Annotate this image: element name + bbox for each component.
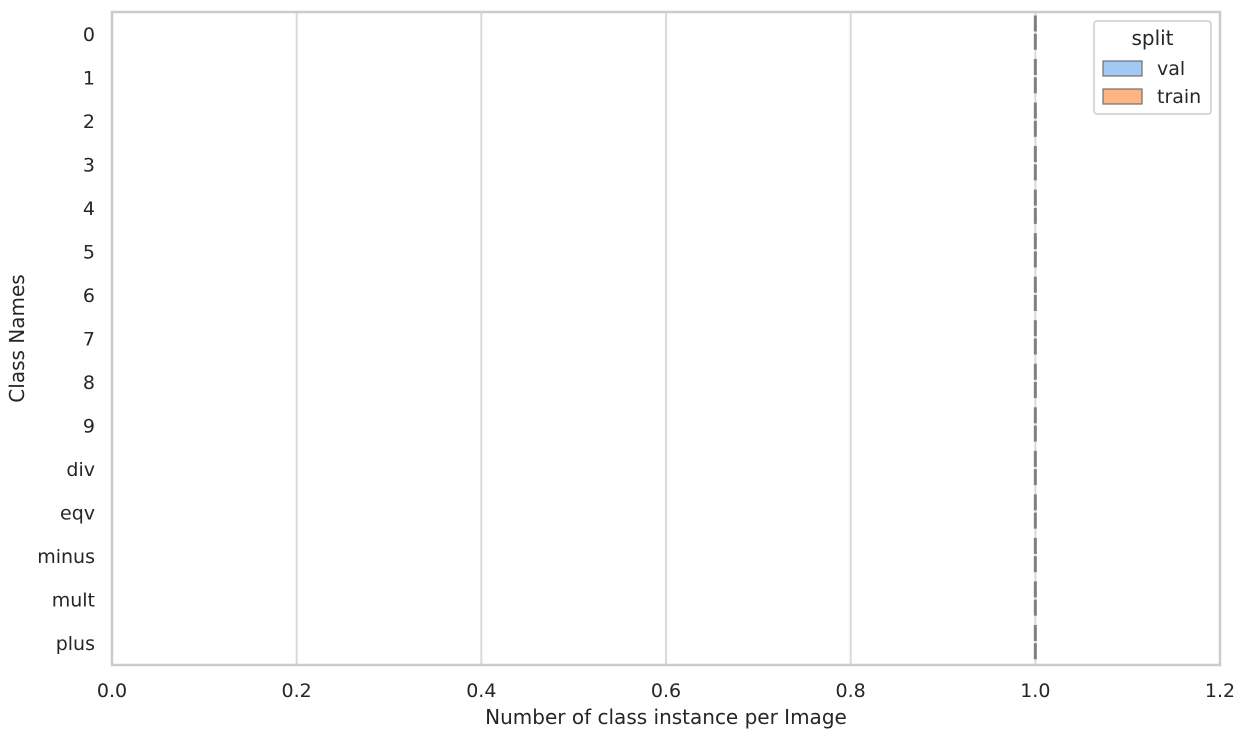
y-tick-label: mult [52, 590, 95, 612]
y-tick-label: 5 [83, 241, 95, 263]
grid-lines [295, 12, 1037, 665]
y-axis-label: Class Names [5, 274, 29, 402]
x-tick-label: 0.6 [651, 680, 681, 702]
x-tick-label: 1.2 [1205, 680, 1235, 702]
y-tick-label: div [66, 459, 95, 481]
legend-label-val: val [1157, 58, 1185, 80]
x-tick-label: 0.4 [466, 680, 496, 702]
y-tick-label: 9 [83, 416, 95, 438]
y-tick-label: minus [37, 546, 95, 568]
x-tick-label: 0.8 [836, 680, 866, 702]
y-tick-label: 6 [83, 285, 95, 307]
legend-swatch-train [1102, 88, 1143, 105]
y-tick-label: 7 [83, 329, 95, 351]
x-tick-label: 0.2 [282, 680, 312, 702]
y-tick-label: plus [56, 633, 95, 655]
x-tick-label: 0.0 [97, 680, 127, 702]
y-tick-label: 1 [83, 67, 95, 89]
y-tick-label: 2 [83, 111, 95, 133]
y-tick-label: 3 [83, 154, 95, 176]
legend-label-train: train [1157, 86, 1201, 108]
y-tick-label: eqv [60, 503, 95, 525]
plot-frame [110, 10, 1222, 667]
legend: split val train [1093, 20, 1212, 115]
legend-title: split [1131, 26, 1173, 50]
y-tick-labels: 0 1 2 3 4 5 6 7 8 9 div eqv minus mult plus [37, 24, 95, 655]
y-tick-label: 4 [83, 198, 95, 220]
legend-entries: val train [1102, 58, 1201, 108]
y-tick-label: 8 [83, 372, 95, 394]
x-tick-label: 1.0 [1020, 680, 1050, 702]
x-axis-label: Number of class instance per Image [485, 705, 847, 729]
y-tick-label: 0 [83, 24, 95, 46]
legend-swatch-val [1102, 60, 1143, 77]
x-tick-labels: 0.0 0.2 0.4 0.6 0.8 1.0 1.2 [97, 680, 1235, 702]
